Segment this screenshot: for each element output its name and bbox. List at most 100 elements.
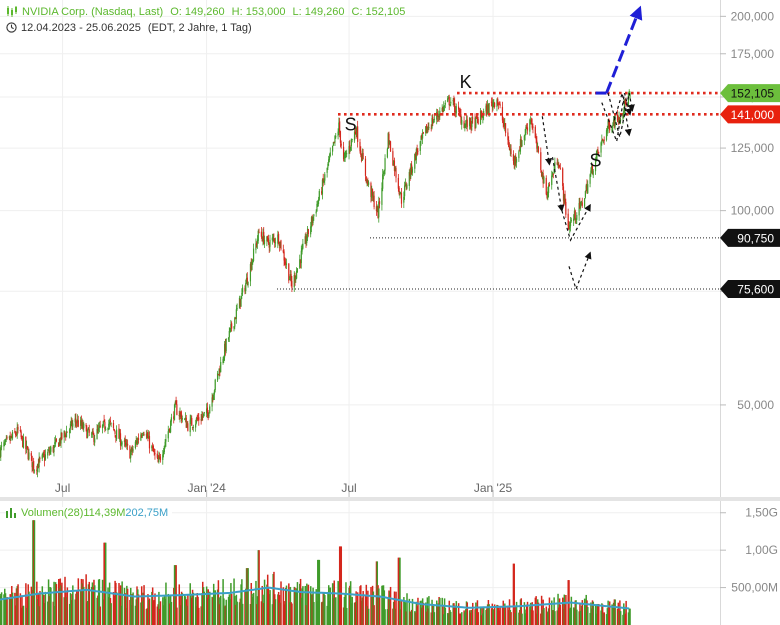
candle-body	[207, 412, 209, 417]
candle-body	[55, 438, 57, 442]
volume-bar	[41, 586, 44, 625]
candle-body	[482, 116, 484, 119]
volume-bar	[430, 612, 433, 625]
candle-body	[403, 196, 405, 203]
candle-body	[356, 127, 358, 136]
volume-bar	[22, 605, 25, 625]
candle-body	[545, 177, 547, 195]
volume-bar	[36, 581, 38, 625]
volume-bar	[191, 589, 194, 625]
volume-bar	[123, 587, 126, 625]
volume-bar	[512, 563, 515, 625]
volume-bar	[373, 605, 375, 625]
volume-bar	[321, 601, 324, 625]
volume-bar	[205, 586, 208, 625]
y-axis-area	[720, 0, 780, 625]
volume-bar	[548, 597, 551, 625]
candle-body	[142, 433, 144, 435]
candle-body	[28, 452, 30, 460]
candle-body	[530, 119, 532, 121]
candle-body	[85, 424, 87, 427]
volume-bar	[156, 606, 159, 625]
candle-body	[333, 141, 335, 143]
volume-bar	[486, 604, 489, 625]
volume-bar	[10, 598, 12, 625]
candle-body	[124, 439, 126, 443]
candle-body	[453, 98, 455, 102]
candle-body	[580, 202, 582, 207]
candle-body	[466, 119, 468, 128]
volume-bar	[541, 609, 544, 625]
candle-body	[381, 187, 383, 205]
candle-body	[88, 429, 90, 433]
candle-body	[10, 435, 12, 440]
candle-body	[33, 470, 36, 472]
volume-bar	[381, 585, 384, 625]
candle-body	[504, 123, 507, 133]
candle-body	[266, 236, 268, 242]
candle-body	[546, 194, 548, 198]
volume-bar	[157, 604, 159, 625]
candle-body	[348, 146, 350, 154]
volume-bar	[198, 607, 200, 625]
candle-body	[181, 418, 183, 420]
candle-body	[152, 447, 154, 448]
volume-bar	[546, 612, 548, 625]
candle-body	[195, 417, 198, 423]
high-value: H: 153,000	[231, 6, 286, 18]
candle-body	[22, 437, 25, 448]
candle-body	[547, 191, 549, 199]
volume-bar	[74, 599, 76, 625]
volume-bar	[542, 599, 544, 625]
candle-body	[541, 171, 543, 178]
volume-bar	[591, 600, 594, 625]
candle-body	[343, 156, 345, 159]
candle-body	[409, 172, 411, 176]
candle-body	[238, 297, 241, 309]
volume-bar	[52, 601, 55, 625]
volume-bar	[439, 597, 441, 625]
volume-bar	[0, 592, 3, 625]
volume-bar	[180, 591, 183, 625]
volume-bar	[252, 592, 255, 625]
candle-body	[513, 160, 515, 164]
time-tick-label: Jan '25	[474, 481, 513, 495]
volume-bar	[307, 584, 310, 625]
target-arrow	[605, 5, 643, 94]
candle-body	[360, 154, 363, 161]
volume-bar	[31, 590, 33, 625]
candle-body	[5, 438, 7, 440]
volume-bar	[608, 601, 611, 625]
candle-body	[428, 127, 430, 129]
volume-bar	[353, 602, 356, 625]
candle-body	[497, 98, 499, 104]
candle-body	[285, 261, 287, 265]
volume-bar	[219, 604, 221, 625]
candle-body	[496, 99, 498, 108]
volume-bar	[152, 601, 155, 625]
price-tick-label: 125,000	[731, 141, 775, 155]
volume-bar	[331, 583, 334, 625]
volume-bar	[183, 594, 186, 625]
candle-body	[622, 114, 624, 119]
volume-bar	[597, 603, 600, 625]
candle-body	[477, 118, 479, 124]
volume-bar	[422, 602, 425, 625]
volume-bar	[124, 593, 127, 625]
volume-bar	[30, 586, 33, 625]
volume-bar	[458, 613, 461, 625]
volume-bar	[223, 598, 225, 625]
volume-bar	[212, 583, 215, 625]
volume-bar	[480, 615, 483, 625]
candle-body	[184, 418, 186, 420]
volume-bar	[477, 612, 479, 625]
candle-body	[465, 119, 468, 126]
volume-bar	[329, 587, 332, 625]
candle-body	[4, 439, 7, 443]
candle-body	[313, 214, 315, 217]
volume-bar	[457, 603, 460, 625]
candle-body	[441, 107, 443, 112]
volume-bar	[299, 578, 302, 625]
candle-body	[290, 274, 292, 282]
candle-body	[426, 127, 428, 134]
